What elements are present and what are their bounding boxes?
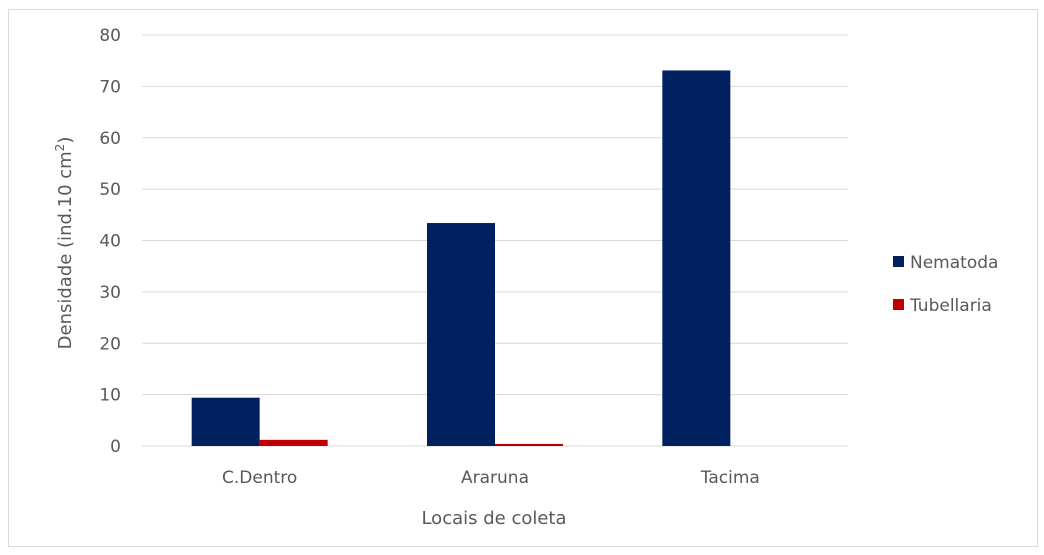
bar-nematoda-araruna <box>427 223 495 446</box>
bar-tubellaria-c-dentro <box>259 439 328 446</box>
y-axis-title-superscript: 2 <box>53 144 67 152</box>
y-axis-title-suffix: ) <box>55 137 76 144</box>
y-tick-label: 30 <box>99 283 121 303</box>
x-axis-title: Locais de coleta <box>421 508 566 529</box>
legend: Nematoda Tubellaria <box>893 253 998 316</box>
y-tick-label: 0 <box>110 437 121 457</box>
bars <box>191 70 731 446</box>
legend-swatch-nematoda <box>893 256 904 267</box>
y-tick-label: 70 <box>99 77 121 97</box>
y-axis-title: Densidade (ind.10 cm2) <box>53 137 76 350</box>
y-tick-label: 80 <box>99 26 121 46</box>
bar-nematoda-tacima <box>662 70 731 446</box>
legend-label-nematoda: Nematoda <box>910 253 998 273</box>
legend-swatch-tubellaria <box>893 299 904 310</box>
x-axis-tick-labels: C.Dentro Araruna Tacima <box>222 468 760 488</box>
bar-nematoda-c-dentro <box>191 397 260 446</box>
y-tick-label: 60 <box>99 129 121 149</box>
y-axis-tick-labels: 0 10 20 30 40 50 60 70 80 <box>99 26 121 457</box>
y-axis-title-main: Densidade (ind.10 cm <box>55 151 76 349</box>
y-tick-label: 10 <box>99 386 121 406</box>
x-tick-label: Araruna <box>461 468 529 488</box>
x-tick-label: Tacima <box>700 468 760 488</box>
y-tick-label: 50 <box>99 180 121 200</box>
y-tick-label: 40 <box>99 232 121 252</box>
bar-tubellaria-araruna <box>495 443 563 446</box>
y-tick-label: 20 <box>99 334 121 354</box>
legend-label-tubellaria: Tubellaria <box>909 296 992 316</box>
chart-frame <box>8 9 1038 547</box>
x-tick-label: C.Dentro <box>222 468 297 488</box>
